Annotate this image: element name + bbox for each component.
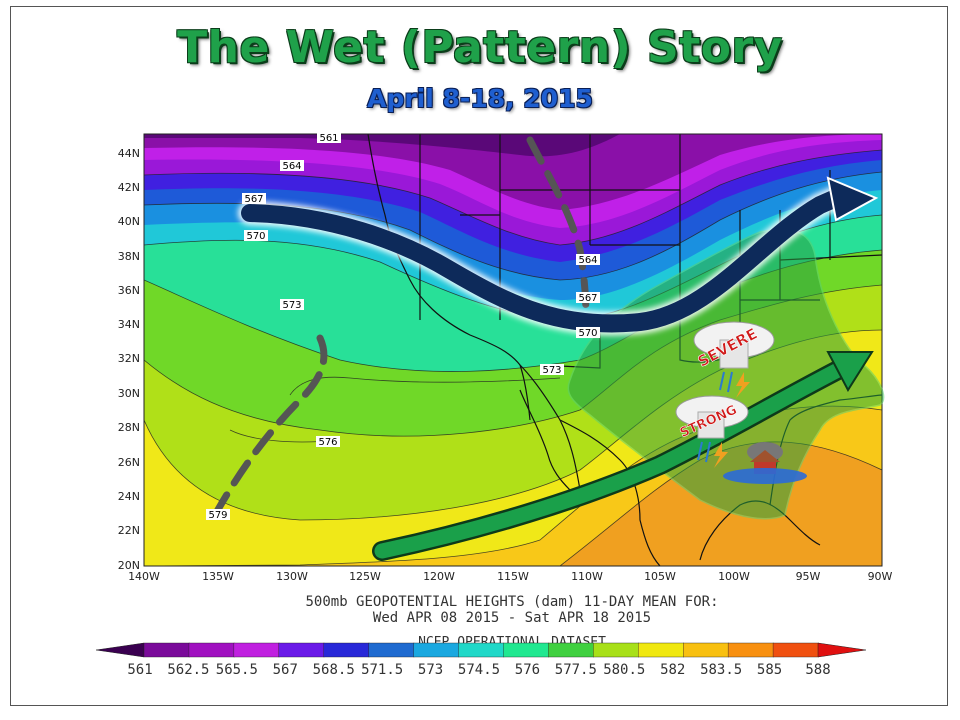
lat-tick: 38N: [118, 250, 140, 263]
svg-text:561: 561: [319, 133, 338, 144]
colorbar-label: 573: [418, 662, 443, 678]
contour-labels: 561 564 567 570 573 564 567 570 573 576 …: [206, 132, 600, 521]
colorbar-swatch: [727, 642, 774, 658]
lat-tick: 44N: [118, 147, 140, 160]
lon-tick: 95W: [796, 570, 821, 583]
contour-label: 576: [316, 436, 340, 448]
lat-tick: 28N: [118, 421, 140, 434]
lat-tick: 22N: [118, 524, 140, 537]
svg-text:576: 576: [318, 437, 337, 448]
colorbar-swatch: [143, 642, 190, 658]
colorbar: 561 562.5 565.5 567 568.5 571.5 573 574.5 576 577…: [95, 642, 867, 678]
lat-tick: 40N: [118, 215, 140, 228]
colorbar-label: 561: [127, 662, 152, 678]
colorbar-swatch: [683, 642, 729, 658]
contour-label: 567: [242, 193, 266, 205]
lon-tick: 105W: [644, 570, 676, 583]
colorbar-swatch: [413, 642, 460, 658]
slide-subtitle: April 8-18, 2015: [367, 84, 593, 113]
svg-text:567: 567: [244, 194, 263, 205]
colorbar-label: 568.5: [313, 662, 355, 678]
moisture-flow-arrow: [372, 351, 874, 561]
contour-label: 561: [317, 132, 341, 144]
lon-tick: 120W: [423, 570, 455, 583]
colorbar-swatch: [278, 642, 325, 658]
colorbar-label: 577.5: [555, 662, 597, 678]
svg-text:570: 570: [578, 328, 597, 339]
longitude-axis: 140W 135W 130W 125W 120W 115W 110W 105W …: [128, 570, 892, 583]
svg-text:567: 567: [578, 293, 597, 304]
caption-line-2: Wed APR 08 2015 - Sat APR 18 2015: [373, 610, 651, 626]
lon-tick: 90W: [868, 570, 893, 583]
lon-tick: 110W: [571, 570, 603, 583]
colorbar-label: 562.5: [167, 662, 209, 678]
colorbar-label: 576: [515, 662, 540, 678]
colorbar-label: 574.5: [458, 662, 500, 678]
colorbar-max-arrow: [817, 642, 867, 658]
colorbar-swatch: [638, 642, 684, 658]
contour-label: 570: [244, 230, 268, 242]
trough-line-west: [211, 334, 328, 519]
colorbar-label: 571.5: [361, 662, 403, 678]
strong-storm-icon: [675, 395, 749, 468]
contour-label: 570: [576, 327, 600, 339]
svg-text:564: 564: [578, 255, 597, 266]
contour-label: 564: [576, 254, 600, 266]
lat-tick: 24N: [118, 490, 140, 503]
lat-tick: 20N: [118, 559, 140, 572]
colorbar-swatch: [323, 642, 370, 658]
lon-tick: 130W: [276, 570, 308, 583]
colorbar-swatch: [593, 642, 639, 658]
lon-tick: 115W: [497, 570, 529, 583]
lat-tick: 34N: [118, 318, 140, 331]
colorbar-label: 567: [273, 662, 298, 678]
colorbar-swatch: [458, 642, 505, 658]
plot-border: [143, 133, 883, 567]
lon-tick: 100W: [718, 570, 750, 583]
colorbar-label: 583.5: [700, 662, 742, 678]
svg-text:573: 573: [542, 365, 561, 376]
contour-label: 573: [540, 364, 564, 376]
contour-label: 573: [280, 299, 304, 311]
colorbar-min-arrow: [95, 642, 145, 658]
lon-tick: 125W: [349, 570, 381, 583]
slide-title: The Wet (Pattern) Story: [177, 22, 783, 73]
colorbar-swatch: [188, 642, 235, 658]
lat-tick: 36N: [118, 284, 140, 297]
caption-line-1: 500mb GEOPOTENTIAL HEIGHTS (dam) 11-DAY …: [305, 594, 718, 610]
svg-text:570: 570: [246, 231, 265, 242]
colorbar-label: 588: [805, 662, 830, 678]
severe-storm-icon: [693, 321, 775, 398]
jet-stream-arrow: [238, 176, 879, 336]
svg-text:579: 579: [208, 510, 227, 521]
colorbar-swatch: [368, 642, 415, 658]
lat-tick: 26N: [118, 456, 140, 469]
lat-tick: 30N: [118, 387, 140, 400]
svg-text:573: 573: [282, 300, 301, 311]
slide-frame: [10, 6, 948, 706]
colorbar-swatch: [548, 642, 595, 658]
contour-label: 579: [206, 509, 230, 521]
contour-label: 567: [576, 292, 600, 304]
colorbar-label: 580.5: [603, 662, 645, 678]
colorbar-label: 565.5: [216, 662, 258, 678]
lon-tick: 140W: [128, 570, 160, 583]
contour-label: 564: [280, 160, 304, 172]
lat-tick: 42N: [118, 181, 140, 194]
map-caption: 500mb GEOPOTENTIAL HEIGHTS (dam) 11-DAY …: [305, 594, 718, 650]
latitude-axis: 44N 42N 40N 38N 36N 34N 32N 30N 28N 26N …: [118, 147, 140, 572]
flood-icon: [723, 442, 807, 484]
lat-tick: 32N: [118, 352, 140, 365]
colorbar-swatch: [503, 642, 550, 658]
lon-tick: 135W: [202, 570, 234, 583]
moisture-shaded-area: [567, 228, 885, 520]
colorbar-swatch: [772, 642, 819, 658]
colorbar-label: 585: [757, 662, 782, 678]
colorbar-swatch: [233, 642, 280, 658]
colorbar-label: 582: [660, 662, 685, 678]
svg-text:564: 564: [282, 161, 301, 172]
